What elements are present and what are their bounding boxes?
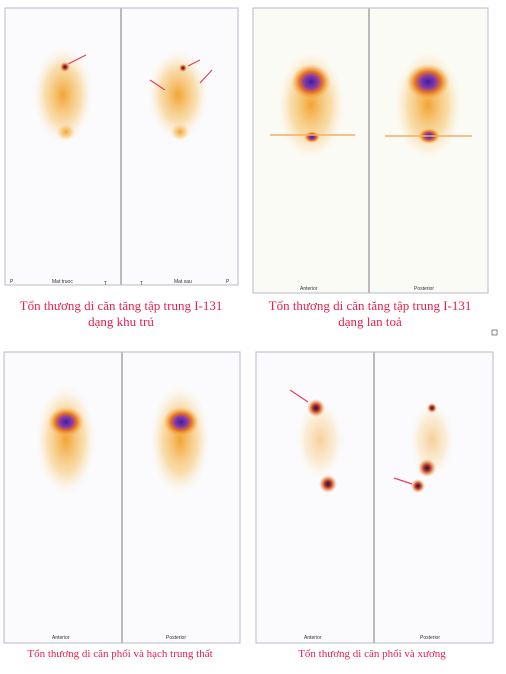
- scan-label: Anterior: [52, 635, 70, 641]
- scan-label: Anterior: [300, 286, 318, 292]
- scan-label: Posterior: [420, 635, 440, 641]
- caption: Tổn thương di căn phổi và hạch trung thấ…: [27, 648, 212, 660]
- scan-label: T: [104, 281, 107, 287]
- scan-label: P: [10, 279, 14, 285]
- caption: dạng lan toả: [338, 314, 402, 329]
- scan-label: Posterior: [166, 635, 186, 641]
- caption: Tổn thương di căn phổi và xương: [298, 648, 446, 660]
- caption: dạng khu trú: [88, 314, 154, 329]
- scan-panel: Anterior Posterior: [252, 7, 489, 294]
- caption: Tổn thương di căn tăng tập trung I-131: [269, 298, 472, 313]
- scan-panel: Anterior Posterior: [255, 351, 494, 644]
- scan-label: Mat sau: [174, 279, 192, 285]
- scan-panel: Anterior Posterior: [3, 351, 241, 644]
- caption: Tổn thương di căn tăng tập trung I-131: [20, 298, 223, 313]
- scan-label: Posterior: [414, 286, 434, 292]
- scan-label: T: [140, 281, 143, 287]
- scan-label: P: [226, 279, 230, 285]
- scan-panel: P Mat truoc T T Mat sau P: [4, 7, 239, 287]
- marker: [491, 329, 498, 336]
- scan-label: Anterior: [304, 635, 322, 641]
- scan-label: Mat truoc: [52, 279, 73, 285]
